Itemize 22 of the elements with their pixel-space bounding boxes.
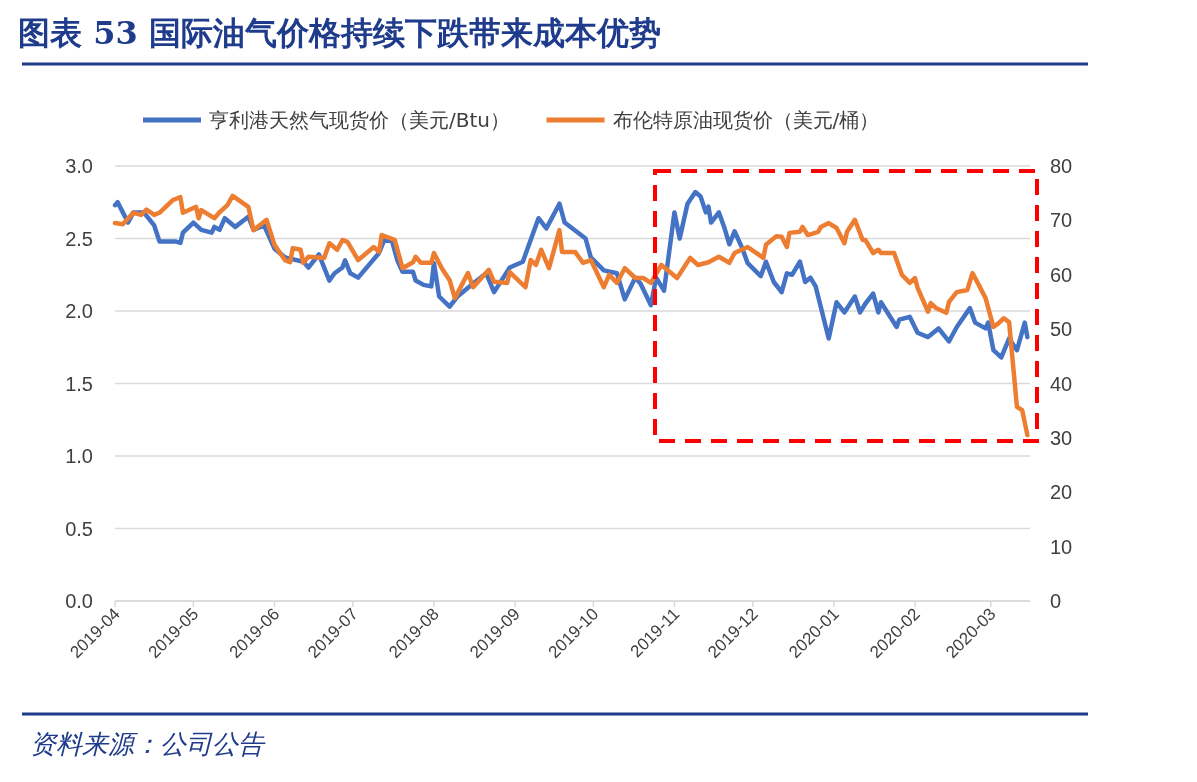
y2-tick-label: 10 <box>1050 535 1073 558</box>
y-tick-label: 2.5 <box>65 227 93 250</box>
legend-label: 布伦特原油现货价（美元/桶） <box>612 108 880 132</box>
chart-title: 图表 53 国际油气价格持续下跌带来成本优势 <box>18 14 661 52</box>
y-tick-label: 1.5 <box>65 372 93 395</box>
y-tick-label: 1.0 <box>65 445 93 467</box>
y2-tick-label: 50 <box>1050 318 1073 341</box>
y-tick-label: 3.0 <box>65 155 93 177</box>
y2-tick-label: 40 <box>1050 372 1073 395</box>
line-series <box>112 189 1030 360</box>
text: 资料来源：公司公告 <box>30 729 266 759</box>
line-series <box>112 193 1030 438</box>
y2-tick-label: 80 <box>1050 155 1073 177</box>
y2-tick-label: 0 <box>1050 590 1062 612</box>
y2-tick-label: 60 <box>1050 263 1073 286</box>
y2-tick-label: 70 <box>1050 209 1073 232</box>
y2-tick-label: 20 <box>1050 481 1073 504</box>
y-tick-label: 2.0 <box>65 300 93 322</box>
y-tick-label: 0.0 <box>65 590 93 612</box>
y2-tick-label: 30 <box>1050 426 1073 449</box>
y-tick-label: 0.5 <box>65 517 93 540</box>
legend-label: 亨利港天然气现货价（美元/Btu） <box>209 108 510 132</box>
